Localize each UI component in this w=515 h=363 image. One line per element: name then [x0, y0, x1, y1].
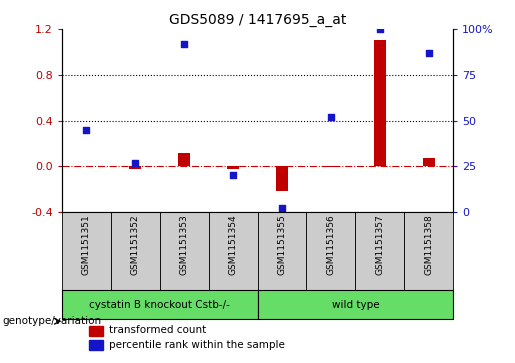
Text: GSM1151356: GSM1151356 [327, 214, 335, 275]
Bar [160, 212, 209, 290]
Bar [374, 40, 386, 166]
Text: GSM1151358: GSM1151358 [424, 214, 433, 275]
Text: GSM1151351: GSM1151351 [82, 214, 91, 275]
Text: wild type: wild type [332, 300, 379, 310]
Bar [89, 326, 103, 336]
Point [375, 26, 384, 32]
Bar [209, 212, 258, 290]
Text: cystatin B knockout Cstb-/-: cystatin B knockout Cstb-/- [89, 300, 230, 310]
Bar [423, 158, 435, 166]
Bar [62, 212, 111, 290]
Point [131, 160, 139, 166]
Point [229, 172, 237, 178]
Bar [276, 166, 288, 191]
Title: GDS5089 / 1417695_a_at: GDS5089 / 1417695_a_at [169, 13, 346, 26]
Text: GSM1151352: GSM1151352 [131, 214, 140, 275]
Bar [227, 166, 239, 168]
Bar [306, 212, 355, 290]
Text: GSM1151357: GSM1151357 [375, 214, 384, 275]
Bar [111, 212, 160, 290]
Bar [89, 340, 103, 350]
Text: GSM1151354: GSM1151354 [229, 214, 237, 275]
Bar [404, 212, 453, 290]
Bar [258, 290, 453, 319]
Bar [355, 212, 404, 290]
Text: genotype/variation: genotype/variation [3, 316, 101, 326]
Bar [178, 152, 190, 166]
Text: GSM1151355: GSM1151355 [278, 214, 286, 275]
Point [82, 127, 91, 132]
Text: percentile rank within the sample: percentile rank within the sample [109, 340, 285, 350]
Bar [258, 212, 306, 290]
Bar [129, 166, 141, 168]
Bar [325, 166, 337, 167]
Text: GSM1151353: GSM1151353 [180, 214, 188, 275]
Point [327, 114, 335, 120]
Point [278, 205, 286, 211]
Point [424, 50, 433, 56]
Point [180, 41, 188, 46]
Bar [62, 290, 258, 319]
Text: transformed count: transformed count [109, 326, 206, 335]
